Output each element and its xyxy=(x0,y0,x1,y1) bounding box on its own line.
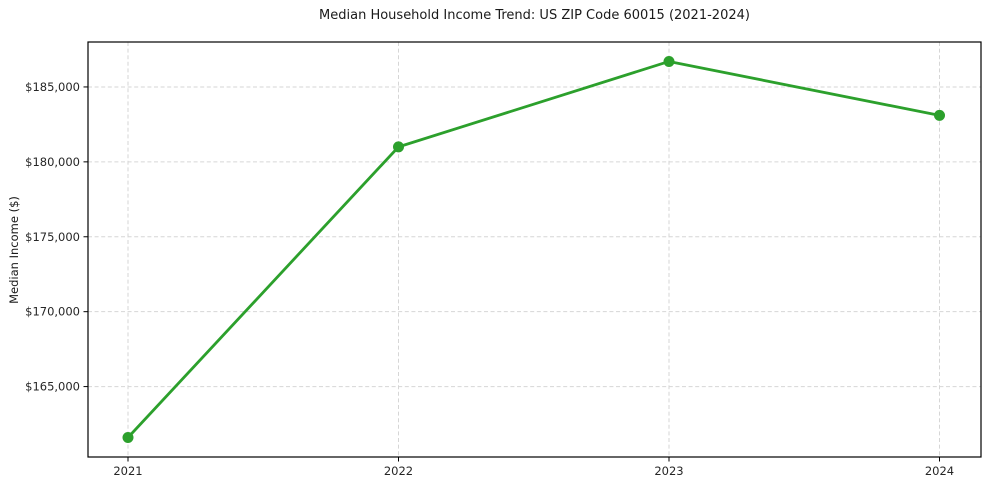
y-tick-label: $170,000 xyxy=(25,305,80,319)
x-tick-label: 2021 xyxy=(113,464,142,478)
y-tick-label: $175,000 xyxy=(25,230,80,244)
x-tick-label: 2022 xyxy=(384,464,413,478)
data-point xyxy=(934,109,945,121)
y-axis-label: Median Income ($) xyxy=(7,196,21,304)
data-point xyxy=(663,55,675,67)
tick-labels: $165,000 $170,000 $175,000 $180,000 $185,000… xyxy=(25,80,954,478)
y-tick-label: $180,000 xyxy=(25,155,80,169)
y-tick-label: $165,000 xyxy=(25,380,80,394)
trend-line xyxy=(126,60,941,439)
data-point xyxy=(393,141,404,153)
grid-lines xyxy=(88,42,981,457)
plot-border xyxy=(87,41,982,458)
chart-title: Median Household Income Trend: US ZIP Co… xyxy=(319,8,750,23)
x-tick-label: 2023 xyxy=(654,464,683,478)
y-tick-label: $185,000 xyxy=(25,80,80,94)
data-series xyxy=(122,55,945,444)
x-tick-label: 2024 xyxy=(925,464,954,478)
data-point xyxy=(122,432,134,444)
axis-ticks xyxy=(83,86,940,462)
